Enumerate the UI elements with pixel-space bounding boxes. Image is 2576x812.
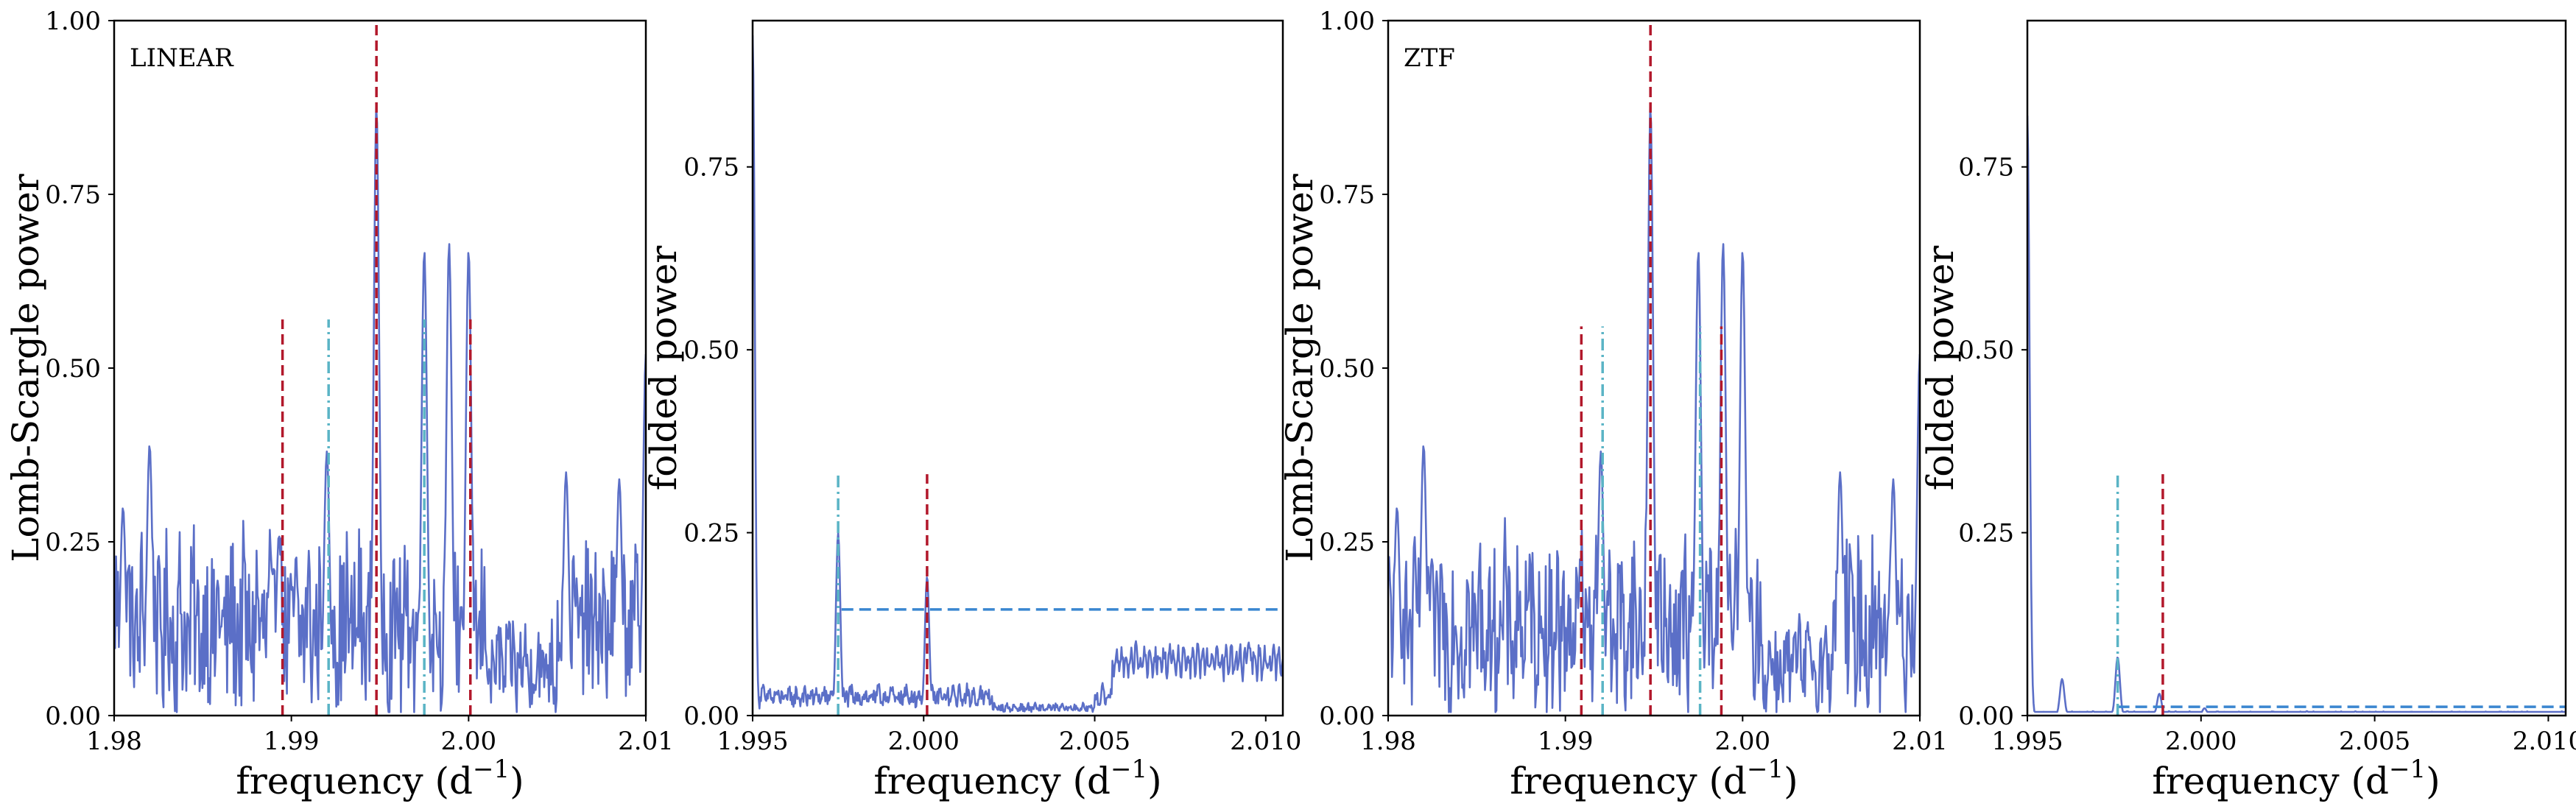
y-tick-labels: 0.00 0.25 0.50 0.75 bbox=[683, 153, 753, 731]
power-series-line bbox=[114, 105, 646, 713]
x-tick-label: 1.995 bbox=[717, 727, 788, 756]
x-tick-label: 1.98 bbox=[86, 727, 142, 756]
x-tick-label: 2.01 bbox=[1892, 727, 1948, 756]
y-tick-label: 0.75 bbox=[1319, 180, 1375, 210]
panel-linear-periodogram: LINEAR 1.98 1.99 2.00 2.01 0.00 0.25 0.50 0.75… bbox=[4, 7, 674, 802]
axes-frame bbox=[751, 19, 1284, 717]
power-series-line bbox=[1388, 105, 1920, 713]
y-tick-label: 0.00 bbox=[1958, 702, 2014, 731]
plot-area bbox=[1388, 21, 1920, 716]
x-tick-labels: 1.995 2.000 2.005 2.010 bbox=[717, 716, 1301, 756]
y-axis-label: Lomb-Scargle power bbox=[4, 174, 47, 562]
x-tick-label: 2.010 bbox=[1230, 727, 1301, 756]
y-tick-label: 1.00 bbox=[45, 7, 101, 36]
power-series-line bbox=[2027, 116, 2566, 713]
y-tick-labels: 0.00 0.25 0.50 0.75 1.00 bbox=[45, 7, 114, 731]
power-series-line bbox=[753, 35, 1283, 713]
plot-area bbox=[2027, 116, 2566, 716]
x-tick-label: 2.00 bbox=[1714, 727, 1770, 756]
y-tick-label: 0.25 bbox=[683, 519, 739, 548]
x-tick-label: 1.995 bbox=[1991, 727, 2063, 756]
x-axis-label: frequency (d−1) bbox=[236, 755, 524, 802]
y-tick-label: 0.25 bbox=[1319, 528, 1375, 557]
y-tick-label: 0.00 bbox=[683, 702, 739, 731]
x-tick-label: 2.005 bbox=[2339, 727, 2410, 756]
x-axis-label: frequency (d−1) bbox=[1510, 755, 1798, 802]
y-tick-label: 0.50 bbox=[683, 336, 739, 365]
y-tick-label: 0.75 bbox=[1958, 153, 2014, 183]
panel-tag: LINEAR bbox=[130, 43, 234, 73]
x-tick-label: 2.000 bbox=[888, 727, 960, 756]
y-tick-label: 0.50 bbox=[1958, 336, 2014, 365]
panel-tag: ZTF bbox=[1404, 43, 1455, 73]
x-tick-labels: 1.98 1.99 2.00 2.01 bbox=[1360, 716, 1948, 756]
panel-ztf-folded: 1.995 2.000 2.005 2.010 0.00 0.25 0.50 0.75 fr… bbox=[1919, 19, 2576, 802]
y-tick-label: 1.00 bbox=[1319, 7, 1375, 36]
x-tick-label: 2.005 bbox=[1059, 727, 1130, 756]
x-tick-labels: 1.98 1.99 2.00 2.01 bbox=[86, 716, 674, 756]
plot-area bbox=[753, 35, 1283, 716]
y-axis-label: folded power bbox=[1919, 246, 1962, 491]
x-tick-label: 1.99 bbox=[264, 727, 320, 756]
y-tick-label: 0.50 bbox=[1319, 354, 1375, 384]
x-tick-label: 1.99 bbox=[1538, 727, 1594, 756]
x-tick-label: 2.01 bbox=[618, 727, 674, 756]
y-tick-label: 0.75 bbox=[45, 180, 101, 210]
x-axis-label: frequency (d−1) bbox=[873, 755, 1161, 802]
x-tick-label: 1.98 bbox=[1360, 727, 1416, 756]
y-axis-label: Lomb-Scargle power bbox=[1278, 174, 1321, 562]
x-tick-label: 2.010 bbox=[2513, 727, 2576, 756]
x-tick-labels: 1.995 2.000 2.005 2.010 bbox=[1991, 716, 2576, 756]
y-tick-label: 0.00 bbox=[45, 702, 101, 731]
y-tick-labels: 0.00 0.25 0.50 0.75 1.00 bbox=[1319, 7, 1388, 731]
panel-linear-folded: 1.995 2.000 2.005 2.010 0.00 0.25 0.50 0.75 fr… bbox=[642, 19, 1301, 802]
y-tick-label: 0.25 bbox=[1958, 519, 2014, 548]
y-axis-label: folded power bbox=[642, 246, 685, 491]
x-axis-label: frequency (d−1) bbox=[2152, 755, 2440, 802]
x-tick-label: 2.00 bbox=[440, 727, 496, 756]
y-tick-label: 0.50 bbox=[45, 354, 101, 384]
y-tick-label: 0.25 bbox=[45, 528, 101, 557]
axes-frame bbox=[2026, 19, 2567, 717]
x-tick-label: 2.000 bbox=[2165, 727, 2237, 756]
y-tick-labels: 0.00 0.25 0.50 0.75 bbox=[1958, 153, 2027, 731]
y-tick-label: 0.75 bbox=[683, 153, 739, 183]
panel-ztf-periodogram: ZTF 1.98 1.99 2.00 2.01 0.00 0.25 0.50 0.75 1.0… bbox=[1278, 7, 1948, 802]
y-tick-label: 0.00 bbox=[1319, 702, 1375, 731]
plot-area bbox=[114, 21, 646, 716]
